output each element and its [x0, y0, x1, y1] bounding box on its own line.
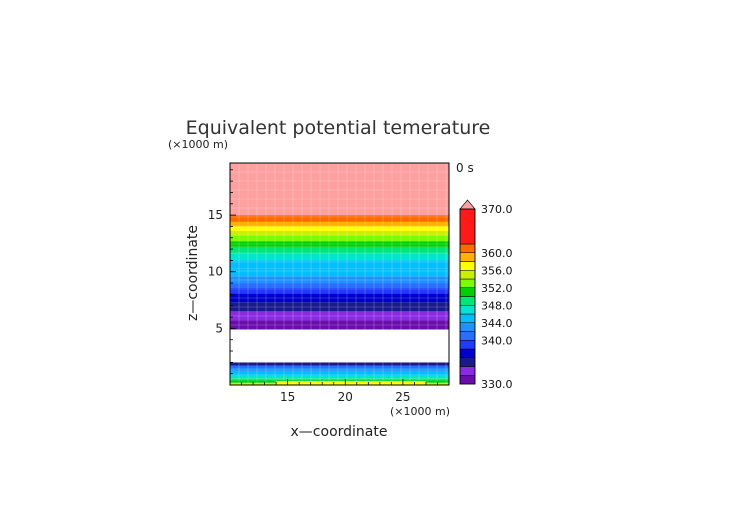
heatmap-band — [230, 368, 449, 372]
heatmap-band — [230, 260, 449, 269]
heatmap-band — [230, 329, 449, 363]
colorbar-swatch — [459, 208, 476, 245]
colorbar-tick-label: 356.0 — [481, 264, 513, 277]
colorbar-swatch — [459, 243, 476, 253]
heatmap-band — [230, 320, 449, 330]
colorbar-swatch — [459, 366, 476, 376]
colorbar-swatch — [459, 322, 476, 332]
colorbar-swatch — [459, 287, 476, 297]
y-unit-label: (×1000 m) — [168, 138, 228, 151]
x-axis: 15 20 25 — [229, 379, 450, 404]
plot-frame — [229, 162, 450, 386]
colorbar-swatch — [459, 278, 476, 288]
y-tick-label: 5 — [215, 321, 223, 335]
colorbar-swatch — [459, 296, 476, 306]
heatmap-band — [230, 226, 449, 231]
colorbar-swatch — [459, 270, 476, 280]
colorbar-swatch — [459, 348, 476, 358]
heatmap-band — [230, 253, 449, 261]
colorbar-tick-label: 340.0 — [481, 334, 513, 347]
heatmap-grid — [230, 163, 449, 385]
colorbar-swatch — [459, 357, 476, 367]
colorbar-tick-label: 352.0 — [481, 282, 513, 295]
heatmap-band — [230, 374, 449, 379]
heatmap-band — [230, 215, 449, 222]
heatmap-band — [230, 293, 449, 303]
heatmap-band — [230, 268, 449, 277]
heatmap-band — [230, 283, 449, 288]
y-axis-label: z—coordinate — [185, 225, 201, 321]
colorbar-swatch — [459, 340, 476, 350]
x-tick-label: 15 — [280, 390, 295, 404]
heatmap-band — [230, 371, 449, 375]
heatmap-band — [230, 362, 449, 366]
heatmap-band — [230, 365, 449, 369]
heatmap-band — [230, 311, 449, 321]
heatmap-band — [230, 241, 449, 247]
x-unit-label: (×1000 m) — [390, 405, 450, 418]
colorbar: 370.0 360.0 356.0 352.0 348.0 344.0 340.0 330.0 — [459, 199, 513, 391]
heatmap-band — [230, 378, 449, 381]
colorbar-swatch — [459, 331, 476, 341]
colorbar-swatch — [459, 261, 476, 271]
colorbar-swatch — [459, 313, 476, 323]
colorbar-tick-label: 344.0 — [481, 317, 513, 330]
heatmap-band — [230, 276, 449, 284]
y-axis: 5 10 15 — [208, 169, 236, 386]
heatmap-band — [230, 230, 449, 236]
colorbar-swatch — [459, 375, 476, 385]
x-axis-label: x—coordinate — [291, 424, 388, 440]
heatmap-bands — [230, 163, 449, 385]
colorbar-tick-label: 370.0 — [481, 203, 513, 216]
time-label: 0 s — [456, 161, 474, 175]
heatmap-band — [230, 287, 449, 294]
colorbar-tick-label: 360.0 — [481, 247, 513, 260]
colorbar-overflow-arrow — [459, 199, 476, 210]
y-tick-label: 10 — [208, 265, 223, 279]
colorbar-swatch — [459, 305, 476, 315]
colorbar-tick-label: 348.0 — [481, 299, 513, 312]
chart-title: Equivalent potential temerature — [186, 117, 491, 139]
colorbar-tick-label: 330.0 — [481, 378, 513, 391]
heatmap-band — [230, 221, 449, 227]
heatmap-band — [230, 246, 449, 254]
heatmap-band — [230, 302, 449, 312]
heatmap-warm-patch — [276, 381, 426, 385]
x-tick-label: 20 — [338, 390, 353, 404]
colorbar-frame — [459, 208, 476, 385]
colorbar-swatch — [459, 252, 476, 262]
x-tick-label: 25 — [395, 390, 410, 404]
heatmap-band — [230, 235, 449, 242]
heatmap-band — [230, 163, 449, 216]
y-tick-label: 15 — [208, 208, 223, 222]
